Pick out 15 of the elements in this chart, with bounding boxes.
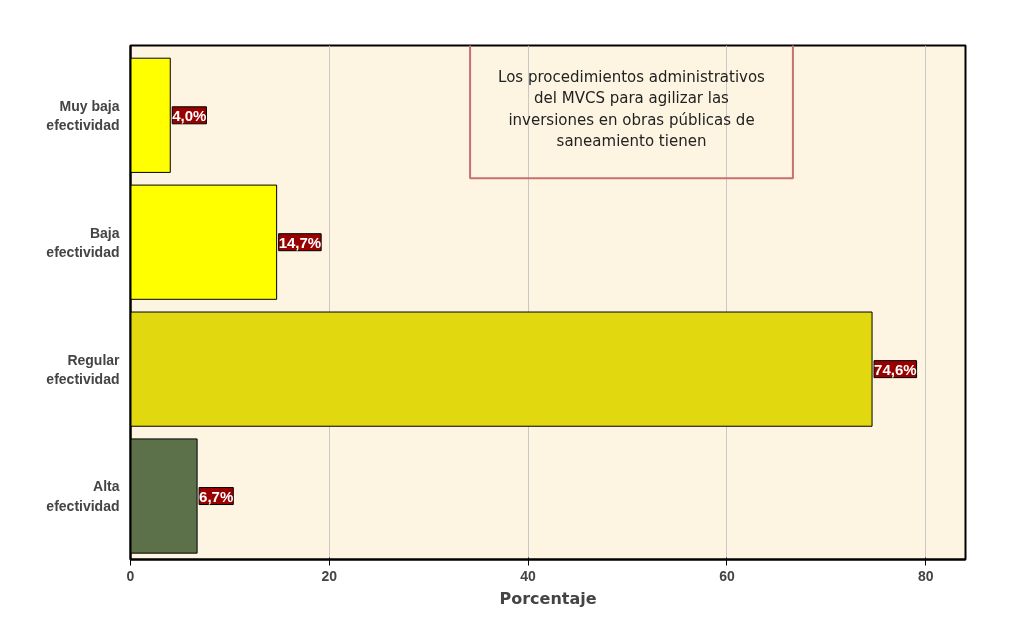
data-label: 4,0% [172,106,207,124]
x-tick-label: 20 [321,567,338,584]
y-tick-label: Baja efectividad [46,224,120,260]
x-tick-label: 0 [126,567,135,584]
data-label: 14,7% [278,233,322,251]
x-axis-title: Porcentaje [499,588,597,608]
data-label: 6,7% [199,487,234,505]
x-tick-label: 80 [917,567,934,584]
x-tick-label: 60 [719,567,735,584]
data-label: 74,6% [874,360,917,378]
y-tick-label: Muy baja efectividad [46,97,120,133]
annotation: Los procedimientos administrativos del MVCS para agilizar las inversiones en obras públicas de saneamiento tienen [498,67,766,151]
x-tick-label: 40 [520,567,537,584]
y-tick-label: Regular efectividad [46,351,121,387]
y-tick-label: Alta efectividad [46,478,120,514]
